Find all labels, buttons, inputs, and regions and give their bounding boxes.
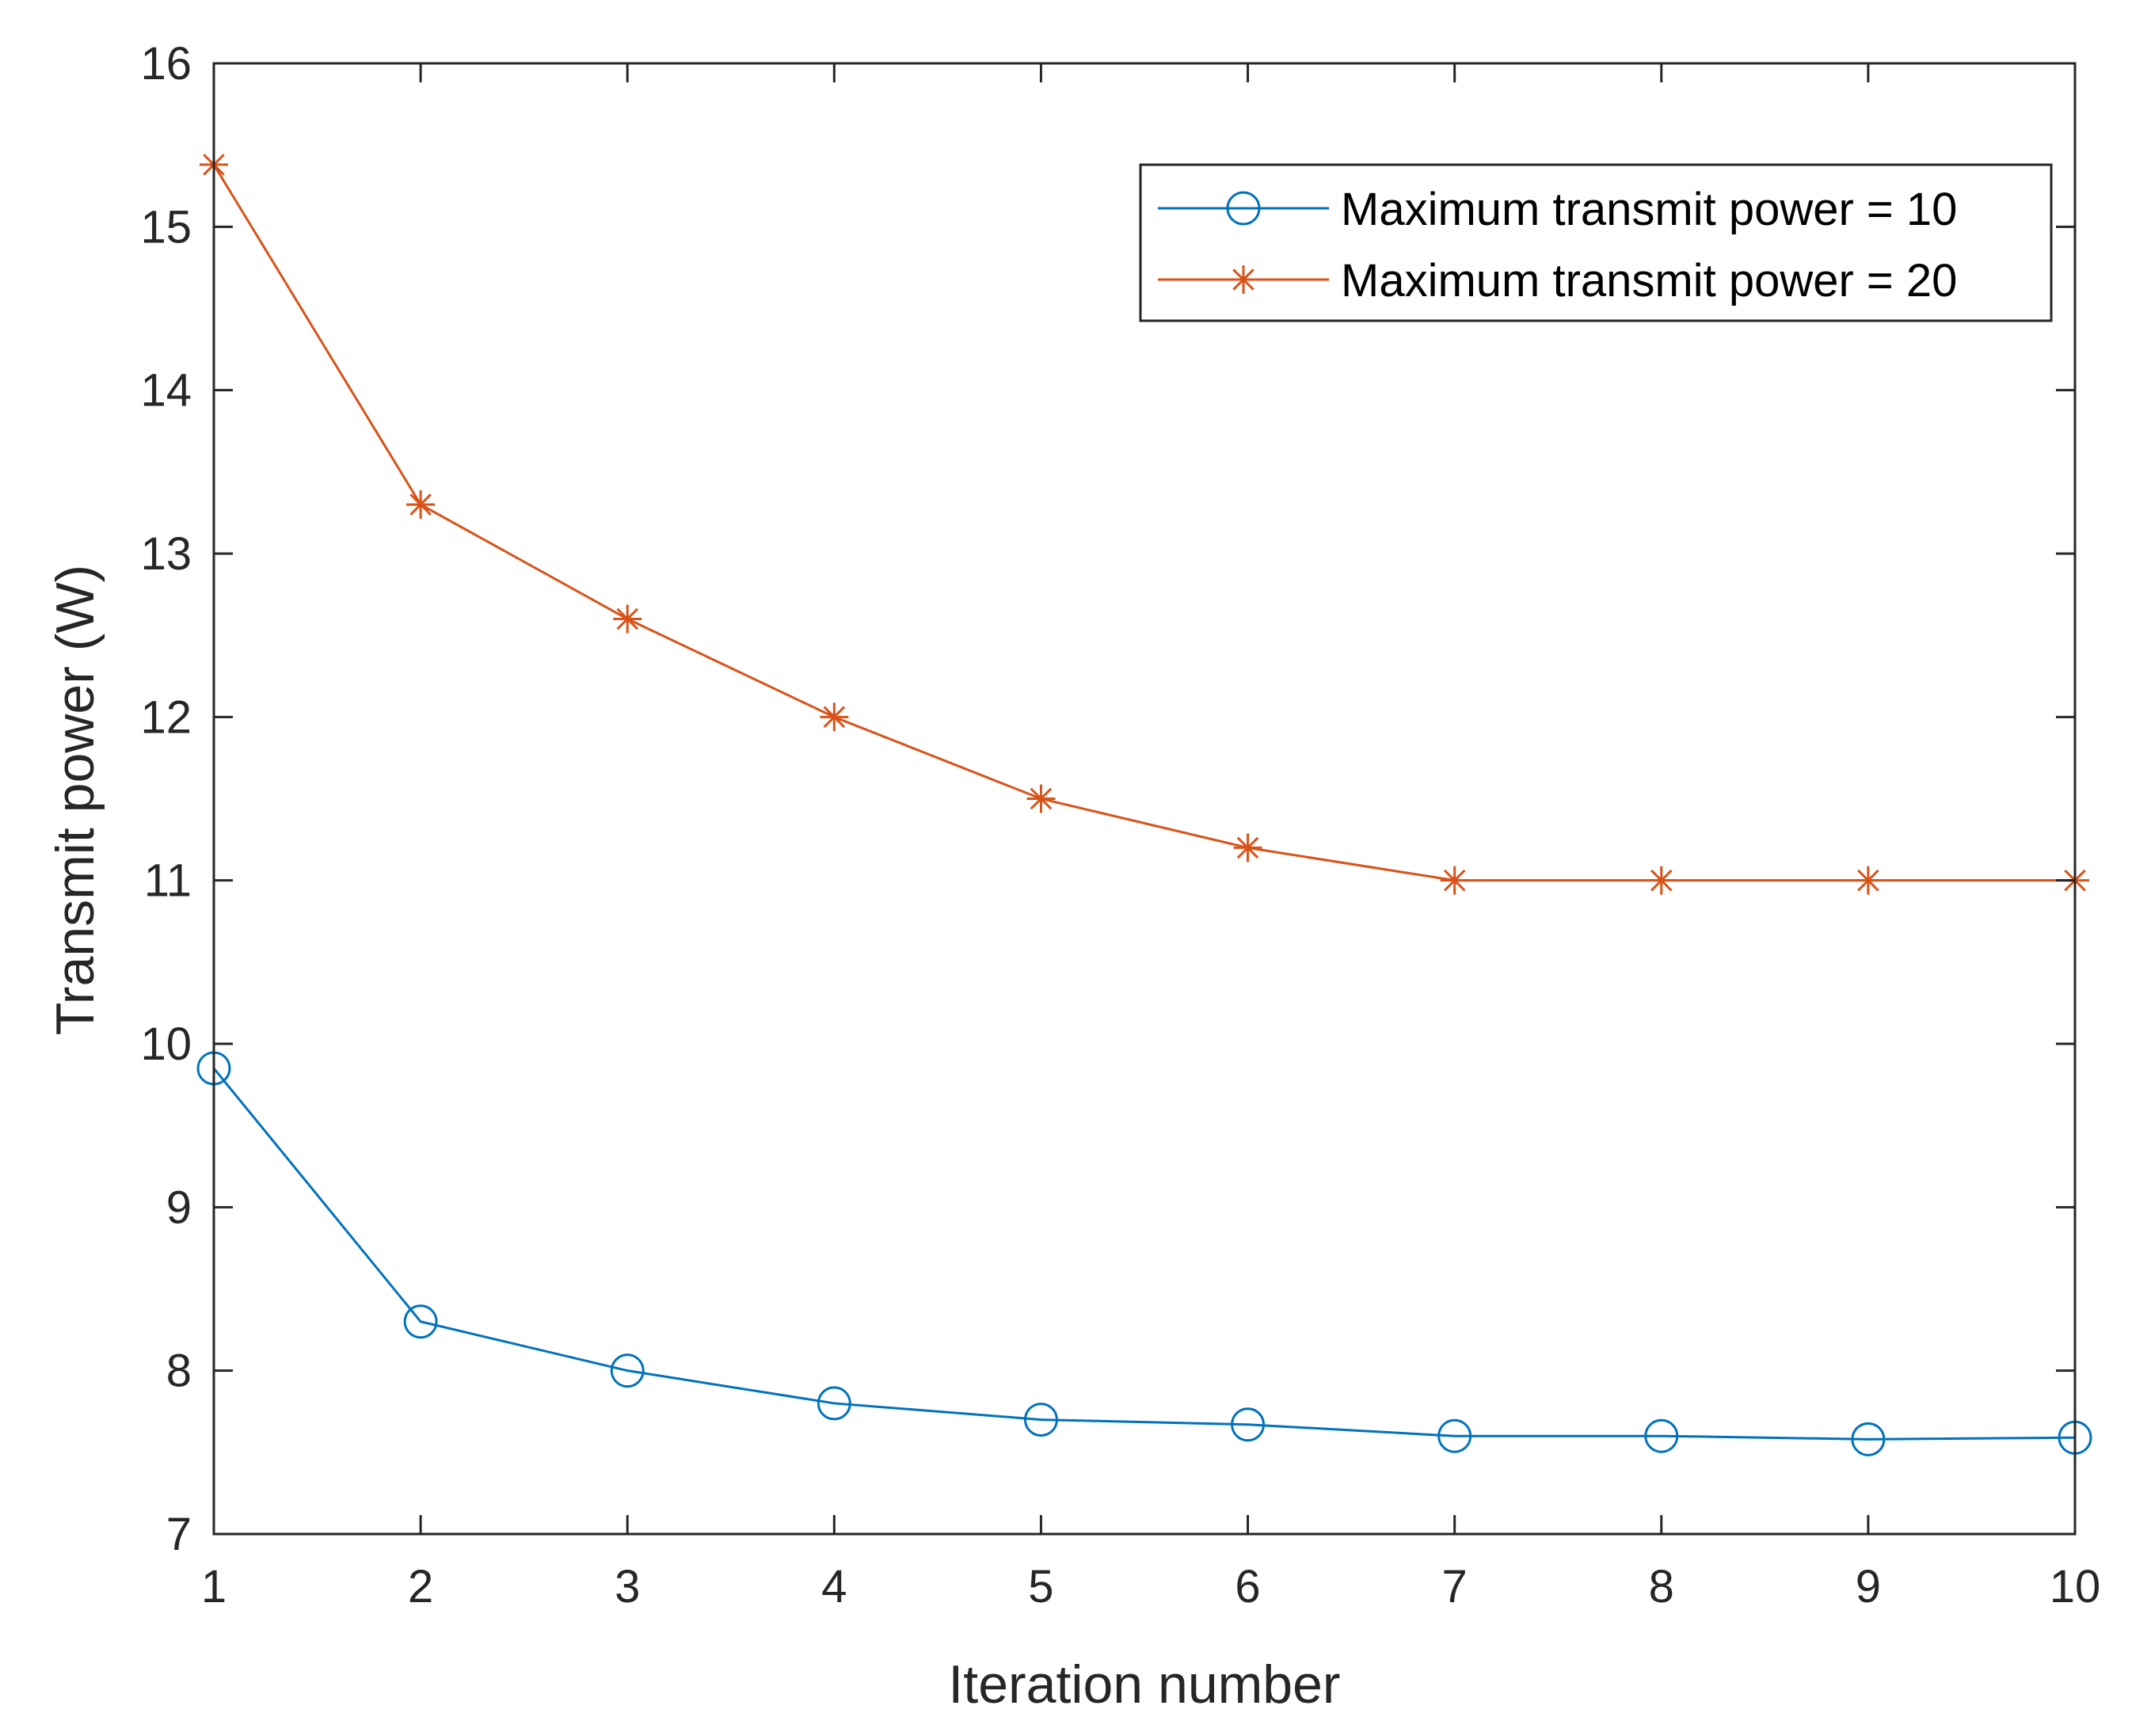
y-tick-label: 10: [140, 1018, 192, 1070]
x-axis-title: Iteration number: [948, 1654, 1340, 1715]
legend: Maximum transmit power = 10 Maximum tran…: [1139, 163, 2053, 322]
data-point: [817, 1386, 851, 1421]
data-point: [1231, 1407, 1266, 1442]
x-tick-label: 8: [1649, 1561, 1674, 1612]
data-point: [403, 1304, 438, 1339]
series-line-1: [212, 1068, 2076, 1441]
x-tick-label: 10: [2050, 1561, 2101, 1612]
legend-label-series-2: Maximum transmit power = 20: [1341, 255, 1957, 306]
legend-box: [1139, 163, 2053, 322]
data-point: [1023, 1403, 1058, 1437]
data-point: [613, 604, 642, 634]
y-tick-label: 8: [166, 1346, 192, 1397]
data-point: [406, 490, 436, 520]
data-point: [1851, 1422, 1886, 1456]
x-tick-label: 4: [821, 1561, 847, 1612]
series-1: [196, 1051, 2092, 1456]
data-point: [610, 1353, 645, 1388]
y-tick-label: 15: [140, 201, 192, 253]
data-point: [1440, 866, 1469, 895]
data-point: [1026, 784, 1056, 813]
data-point: [1647, 866, 1676, 895]
legend-marker-series-1: [1226, 191, 1261, 226]
y-tick-label: 16: [140, 38, 192, 89]
x-tick-labels: 1 2 3 4 5 6 7 8 9 10: [201, 1561, 2100, 1612]
data-point: [1853, 866, 1883, 895]
legend-label-series-1: Maximum transmit power = 10: [1341, 184, 1957, 235]
y-tick-label: 7: [166, 1509, 192, 1560]
y-tick-labels: 7 8 9 10 11 12 13 14 15 16: [140, 38, 192, 1560]
x-tick-label: 1: [201, 1561, 227, 1612]
x-tick-label: 3: [615, 1561, 640, 1612]
y-axis-title: Transmit power (W): [45, 565, 105, 1035]
y-tick-label: 14: [140, 365, 192, 417]
data-point: [1233, 833, 1262, 862]
data-point: [820, 702, 849, 732]
data-point: [1644, 1418, 1679, 1453]
y-tick-label: 11: [144, 855, 192, 907]
series-line-2: [212, 164, 2075, 882]
x-tick-label: 9: [1856, 1561, 1881, 1612]
data-point: [1437, 1418, 1472, 1453]
tick-layer: [212, 62, 2077, 1536]
x-tick-label: 6: [1235, 1561, 1260, 1612]
x-tick-label: 7: [1442, 1561, 1468, 1612]
axes-box: [212, 62, 2077, 1536]
x-tick-label: 2: [408, 1561, 433, 1612]
y-tick-label: 9: [166, 1182, 192, 1233]
x-tick-label: 5: [1028, 1561, 1053, 1612]
y-tick-label: 13: [140, 528, 192, 580]
legend-marker-series-2: [1229, 265, 1258, 294]
y-tick-label: 12: [140, 691, 192, 743]
